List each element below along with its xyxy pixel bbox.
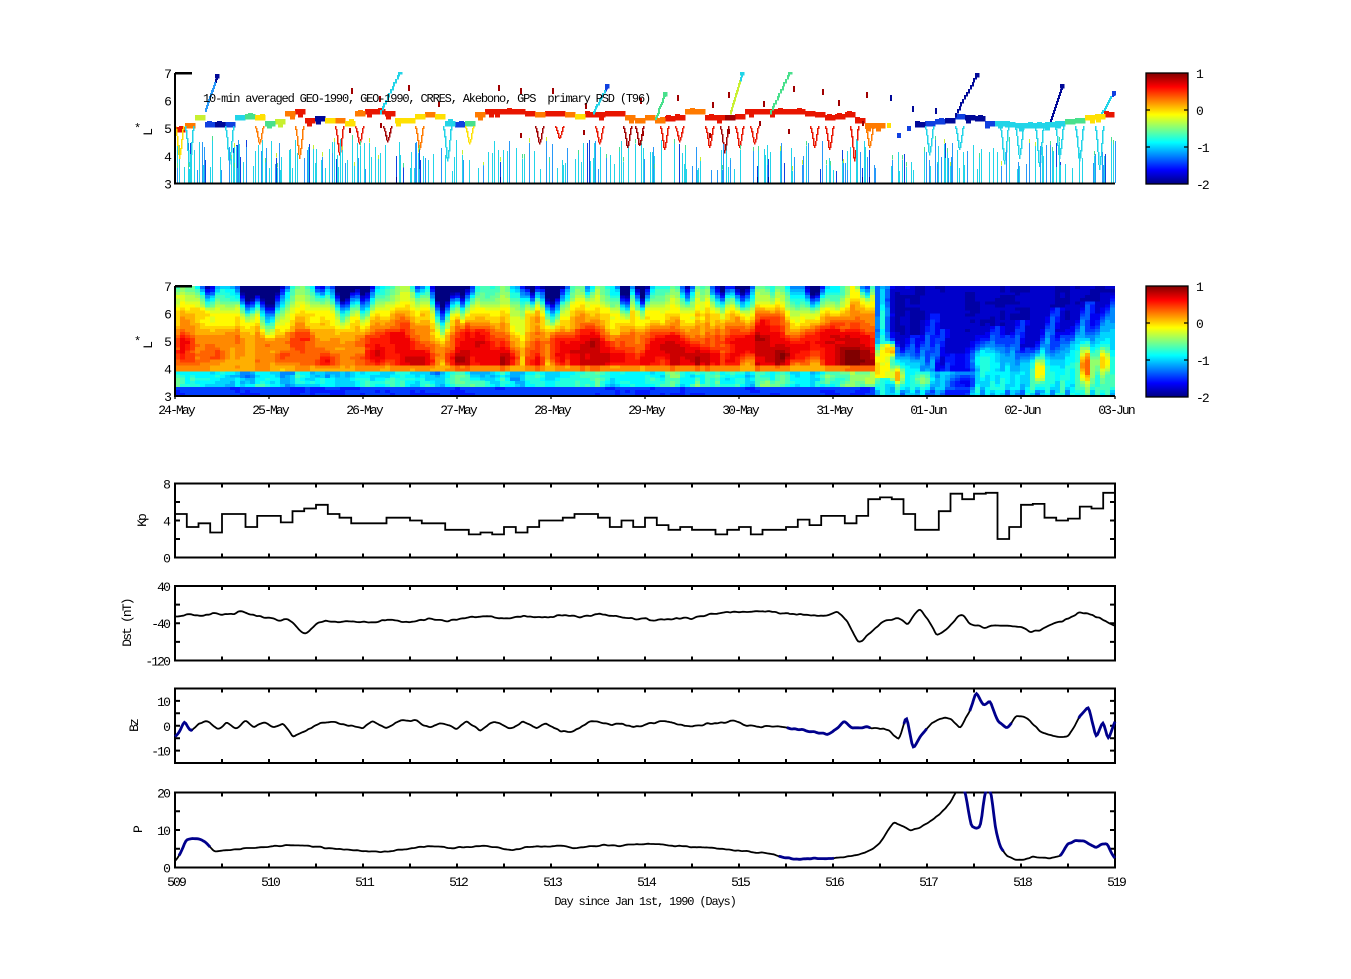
svg-text:20: 20 (157, 787, 170, 802)
svg-text:0: 0 (163, 552, 170, 567)
svg-text:0: 0 (1196, 104, 1203, 119)
svg-text:518: 518 (1013, 875, 1032, 890)
svg-text:-1: -1 (1196, 141, 1210, 156)
svg-text:30-May: 30-May (722, 403, 760, 418)
svg-text:-120: -120 (145, 655, 170, 670)
svg-text:25-May: 25-May (252, 403, 290, 418)
svg-text:1: 1 (1196, 280, 1204, 295)
svg-text:*: * (134, 335, 141, 349)
svg-text:-40: -40 (151, 617, 170, 632)
svg-text:27-May: 27-May (440, 403, 478, 418)
svg-text:4: 4 (163, 515, 171, 530)
svg-text:6: 6 (164, 308, 171, 323)
svg-text:517: 517 (919, 875, 938, 890)
svg-text:8: 8 (163, 478, 170, 493)
svg-text:10: 10 (157, 824, 170, 839)
svg-text:0: 0 (163, 862, 170, 877)
svg-text:511: 511 (355, 875, 375, 890)
svg-text:P: P (131, 825, 146, 833)
svg-text:5: 5 (164, 335, 171, 350)
svg-text:1: 1 (1196, 67, 1204, 82)
svg-text:0: 0 (1196, 317, 1203, 332)
svg-text:509: 509 (167, 875, 186, 890)
svg-text:3: 3 (164, 390, 171, 405)
svg-text:-1: -1 (1196, 354, 1210, 369)
svg-text:5: 5 (164, 122, 171, 137)
svg-text:-10: -10 (151, 745, 170, 760)
svg-text:02-Jun: 02-Jun (1004, 403, 1041, 418)
svg-text:24-May: 24-May (158, 403, 196, 418)
svg-text:513: 513 (543, 875, 562, 890)
svg-text:516: 516 (825, 875, 844, 890)
svg-text:Day since Jan 1st, 1990 (Days): Day since Jan 1st, 1990 (Days) (554, 895, 735, 909)
svg-text:519: 519 (1107, 875, 1126, 890)
svg-text:6: 6 (164, 95, 171, 110)
svg-text:4: 4 (164, 363, 172, 378)
svg-text:Dst (nT): Dst (nT) (120, 599, 135, 646)
svg-text:29-May: 29-May (628, 403, 666, 418)
svg-text:10: 10 (157, 695, 170, 710)
svg-text:7: 7 (164, 280, 171, 295)
svg-text:512: 512 (449, 875, 468, 890)
svg-text:L: L (141, 128, 156, 136)
svg-text:-2: -2 (1196, 178, 1209, 193)
svg-text:26-May: 26-May (346, 403, 384, 418)
svg-text:Bz: Bz (127, 719, 142, 732)
svg-text:03-Jun: 03-Jun (1098, 403, 1135, 418)
svg-text:3: 3 (164, 178, 171, 193)
svg-text:*: * (134, 122, 141, 136)
svg-text:31-May: 31-May (816, 403, 854, 418)
svg-text:28-May: 28-May (534, 403, 572, 418)
svg-text:01-Jun: 01-Jun (910, 403, 947, 418)
svg-text:-2: -2 (1196, 391, 1209, 406)
svg-text:4: 4 (164, 150, 172, 165)
svg-text:10-min averaged GEO-1990, GEO-: 10-min averaged GEO-1990, GEO-1990, CRRE… (203, 92, 650, 106)
svg-text:Kp: Kp (135, 514, 150, 527)
svg-text:515: 515 (731, 875, 750, 890)
svg-text:L: L (141, 341, 156, 349)
svg-text:514: 514 (637, 875, 657, 890)
svg-text:510: 510 (261, 875, 280, 890)
svg-text:7: 7 (164, 67, 171, 82)
svg-text:40: 40 (157, 580, 170, 595)
svg-text:0: 0 (163, 720, 170, 735)
